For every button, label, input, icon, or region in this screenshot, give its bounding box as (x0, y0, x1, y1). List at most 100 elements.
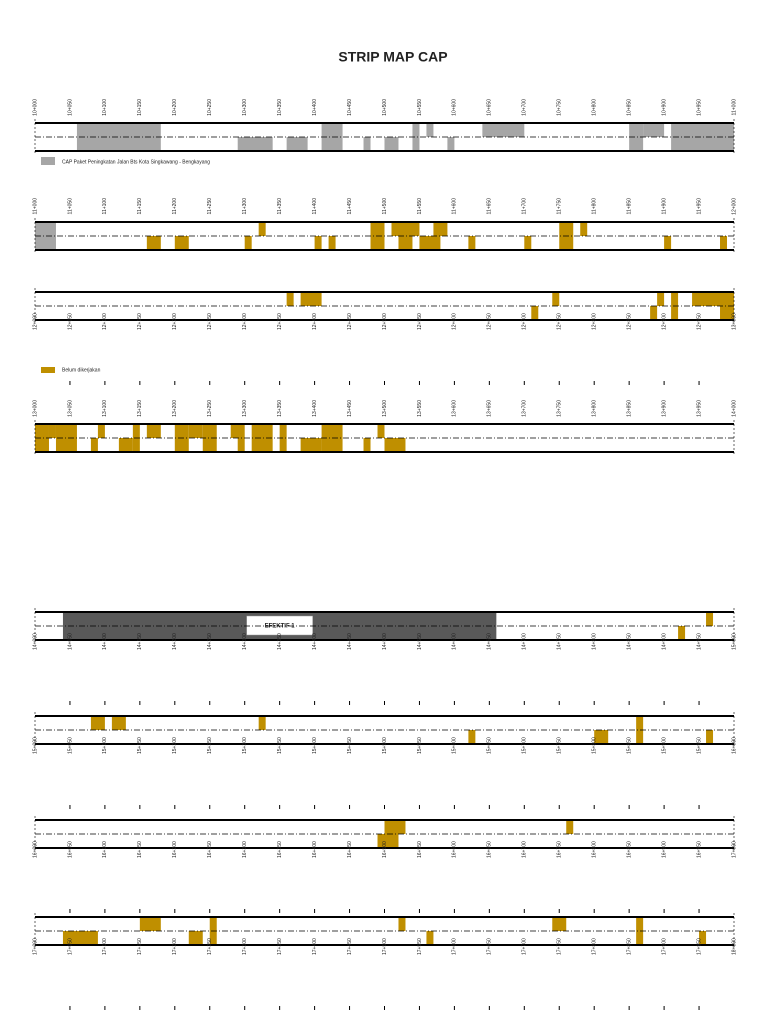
station-label: 11+200 (172, 198, 178, 215)
station-label: 14+650 (487, 633, 493, 650)
station-label: 11+650 (487, 198, 493, 215)
station-label: 15+950 (696, 737, 702, 754)
strip: 17+000 17+050 17+100 17+150 17+200 17+250 17+3… (32, 913, 737, 1010)
station-label: 16+850 (626, 841, 632, 858)
segment-block (468, 730, 476, 744)
station-label: 17+450 (347, 938, 353, 955)
station-label: 15+550 (417, 737, 423, 754)
station-label: 15+300 (242, 737, 248, 754)
segment-block (552, 292, 560, 306)
station-label: 15+200 (172, 737, 178, 754)
station-label: 16+600 (452, 841, 458, 858)
station-label: 17+250 (207, 938, 213, 955)
station-label: 14+700 (522, 633, 528, 650)
segment-block (279, 424, 287, 438)
segment-block (188, 424, 203, 438)
segment-block (35, 222, 56, 250)
station-label: 16+350 (277, 841, 283, 858)
station-label: 12+150 (137, 313, 143, 330)
station-label: 11+600 (452, 198, 458, 215)
segment-block (377, 424, 385, 438)
station-label: 13+650 (487, 400, 493, 417)
station-label: 10+050 (67, 99, 73, 116)
segment-block (300, 438, 322, 452)
station-label: 15+500 (382, 737, 388, 754)
station-label: 17+100 (102, 938, 108, 955)
station-label: 11+000 (32, 198, 38, 215)
strip: 12+000 12+050 12+100 12+150 12+200 12+250 12+3… (32, 288, 737, 385)
station-label: 15+650 (487, 737, 493, 754)
station-label: 11+550 (417, 198, 423, 215)
station-label: 10+800 (592, 99, 598, 116)
segment-block (720, 236, 728, 250)
station-label: 13+200 (172, 400, 178, 417)
segment-block (237, 137, 273, 151)
station-label: 11+050 (67, 198, 73, 215)
station-label: 13+800 (592, 400, 598, 417)
station-label: 12+750 (557, 313, 563, 330)
station-label: 13+850 (626, 400, 632, 417)
station-label: 15+000 (731, 633, 737, 650)
segment-block (412, 123, 420, 151)
station-label: 10+450 (347, 99, 353, 116)
segment-block (286, 137, 308, 151)
station-label: 16+500 (382, 841, 388, 858)
station-label: 16+300 (242, 841, 248, 858)
legend-swatch (41, 157, 55, 165)
station-label: 11+150 (137, 198, 143, 215)
station-label: 11+800 (592, 198, 598, 215)
station-label: 17+950 (696, 938, 702, 955)
segment-block (524, 236, 532, 250)
station-label: 15+900 (661, 737, 667, 754)
station-label: 10+900 (661, 99, 667, 116)
segment-block (377, 834, 399, 848)
segment-block (62, 931, 98, 945)
segment-block (90, 438, 98, 452)
station-label: 13+450 (347, 400, 353, 417)
station-label: 12+350 (277, 313, 283, 330)
segment-block (286, 292, 294, 306)
station-label: 11+700 (522, 198, 528, 215)
station-label: 17+800 (592, 938, 598, 955)
segment-block (118, 438, 133, 452)
segment-block (433, 222, 448, 236)
station-label: 13+250 (207, 400, 213, 417)
segment-block (237, 438, 245, 452)
station-label: 12+200 (172, 313, 178, 330)
station-label: 17+700 (522, 938, 528, 955)
station-label: 17+750 (557, 938, 563, 955)
segment-block (678, 626, 686, 640)
station-label: 10+250 (207, 99, 213, 116)
station-label: 17+550 (417, 938, 423, 955)
station-label: 14+000 (32, 633, 38, 650)
segment-block (111, 716, 126, 730)
station-label: 13+500 (382, 400, 388, 417)
segment-block (636, 917, 644, 945)
station-label: 16+400 (312, 841, 318, 858)
strip: 10+000 10+050 10+100 10+150 10+200 10+250 10+3… (32, 99, 737, 155)
station-label: 13+950 (696, 400, 702, 417)
segment-block (328, 236, 336, 250)
station-label: 14+600 (452, 633, 458, 650)
station-label: 12+300 (242, 313, 248, 330)
station-label: 14+950 (696, 633, 702, 650)
station-label: 10+100 (102, 99, 108, 116)
segment-block (48, 424, 56, 438)
strip: 11+000 11+050 11+100 11+150 11+200 11+250 11+3… (32, 198, 737, 254)
station-label: 14+800 (592, 633, 598, 650)
station-label: 10+500 (382, 99, 388, 116)
station-label: 14+150 (137, 633, 143, 650)
station-label: 15+800 (592, 737, 598, 754)
station-label: 10+650 (487, 99, 493, 116)
station-label: 17+650 (487, 938, 493, 955)
segment-block (35, 424, 49, 452)
strip: 15+000 15+050 15+100 15+150 15+200 15+250 15+3… (32, 712, 737, 809)
strip: 16+000 16+050 16+100 16+150 16+200 16+250 16+3… (32, 816, 737, 913)
segment-block (384, 438, 406, 452)
station-label: 16+250 (207, 841, 213, 858)
segment-block (384, 820, 406, 834)
station-label: 12+850 (626, 313, 632, 330)
station-label: 14+350 (277, 633, 283, 650)
segment-block (258, 222, 266, 236)
